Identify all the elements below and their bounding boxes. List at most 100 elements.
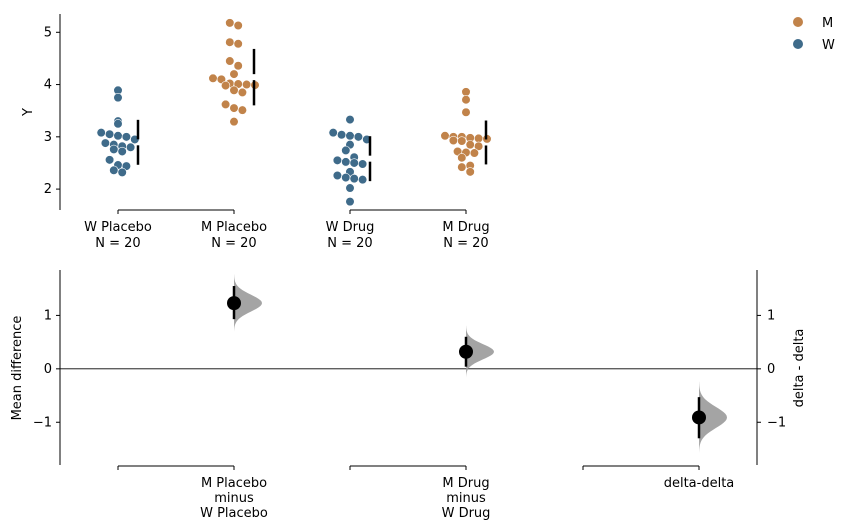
swarm-point	[457, 153, 467, 163]
bootstrap-distribution	[234, 274, 262, 332]
group-name-label: W Drug	[326, 220, 375, 235]
swarm-point	[229, 117, 239, 127]
swarm-point	[113, 131, 123, 141]
swarm-point	[474, 133, 484, 143]
swarm-point	[345, 114, 355, 125]
swarm-point	[237, 87, 247, 97]
swarm-point	[461, 95, 471, 105]
swarm-point	[332, 155, 343, 165]
swarm-point	[358, 159, 368, 169]
left-y-tick-label: 0	[44, 362, 52, 377]
swarm-point	[233, 20, 243, 31]
left-y-axis-label: Mean difference	[10, 316, 25, 421]
swarm-point	[328, 128, 338, 138]
right-y-axis-label: delta - delta	[792, 329, 807, 408]
swarm-point	[229, 69, 239, 79]
left-y-tick-label: 1	[44, 308, 52, 323]
swarm-point	[237, 105, 247, 115]
swarm-point	[345, 183, 355, 193]
swarm-point	[229, 103, 239, 113]
swarm-point	[474, 141, 484, 151]
swarm-point	[225, 18, 235, 28]
swarm-point	[104, 129, 115, 139]
swarm-point	[457, 136, 467, 146]
swarm-point	[469, 148, 480, 158]
swarm-point	[337, 130, 347, 140]
swarm-point	[341, 157, 351, 167]
swarm-point	[457, 162, 467, 172]
right-y-tick-label: −1	[767, 415, 786, 430]
swarm-point	[117, 167, 127, 177]
bootstrap-distribution	[699, 381, 727, 454]
group-n-label: N = 20	[327, 236, 372, 251]
contrast-label: minus	[214, 491, 254, 506]
swarm-point	[345, 131, 355, 141]
y-axis-label: Y	[21, 108, 36, 117]
swarm-point	[96, 128, 106, 138]
group-name-label: M Placebo	[201, 220, 267, 235]
legend: MW	[793, 16, 835, 53]
swarm-point	[233, 39, 243, 49]
swarm-point	[341, 172, 351, 183]
swarm-point	[461, 107, 471, 117]
swarm-point	[121, 132, 131, 142]
swarm-point	[353, 132, 364, 142]
legend-marker	[793, 39, 803, 49]
delta-plot-axes: −1 −1 0 0 1 1 Mean difference delta - delta M Pl…	[10, 270, 807, 521]
swarm-point	[121, 161, 131, 171]
swarm-point	[448, 135, 459, 146]
group-n-label: N = 20	[443, 236, 488, 251]
swarm-point	[229, 85, 239, 95]
swarm-point	[117, 146, 127, 157]
swarm-point	[461, 87, 471, 97]
swarm-point	[345, 197, 355, 207]
swarm-point	[100, 138, 110, 148]
swarm-point	[221, 81, 231, 91]
group-name-label: W Placebo	[84, 220, 152, 235]
swarm-point	[440, 131, 450, 141]
swarm-point	[109, 144, 119, 154]
mean-difference-point	[227, 296, 241, 311]
contrast-label: delta-delta	[664, 476, 735, 491]
swarm-point	[109, 165, 119, 175]
contrast-label: W Placebo	[200, 506, 268, 521]
y-tick-label: 4	[44, 78, 52, 93]
contrast-label: minus	[446, 491, 486, 506]
swarm-point	[126, 142, 136, 152]
mean-difference-point	[459, 344, 473, 359]
legend-marker	[793, 17, 803, 27]
swarm-point	[465, 140, 475, 150]
swarm-point	[208, 73, 218, 83]
legend-label: M	[822, 16, 833, 31]
mean-difference-point	[692, 410, 706, 425]
group-name-label: M Drug	[442, 220, 489, 235]
group-n-label: N = 20	[95, 236, 140, 251]
contrast-label: M Placebo	[201, 476, 267, 491]
contrast-label: M Drug	[442, 476, 489, 491]
swarm-point	[225, 37, 235, 47]
swarm-point	[104, 155, 115, 165]
swarm-point	[233, 61, 243, 71]
y-tick-label: 3	[44, 130, 52, 145]
legend-label: W	[822, 38, 835, 53]
swarm-point	[225, 56, 235, 66]
group-n-label: N = 20	[211, 236, 256, 251]
swarm-point	[332, 170, 343, 181]
swarm-point	[341, 145, 351, 156]
swarm-point	[113, 93, 123, 103]
swarm-point	[242, 79, 252, 90]
swarm-point	[216, 74, 226, 84]
swarm-point	[113, 119, 123, 129]
right-y-tick-label: 0	[767, 362, 775, 377]
bootstrap-distribution	[466, 325, 494, 378]
swarm-point	[349, 174, 359, 184]
contrast-label: W Drug	[442, 506, 491, 521]
y-tick-label: 2	[44, 182, 52, 197]
swarm-point	[358, 175, 368, 185]
right-y-tick-label: 1	[767, 308, 775, 323]
swarm-point	[465, 167, 475, 177]
y-tick-label: 5	[44, 25, 52, 40]
swarm-point	[221, 99, 231, 110]
